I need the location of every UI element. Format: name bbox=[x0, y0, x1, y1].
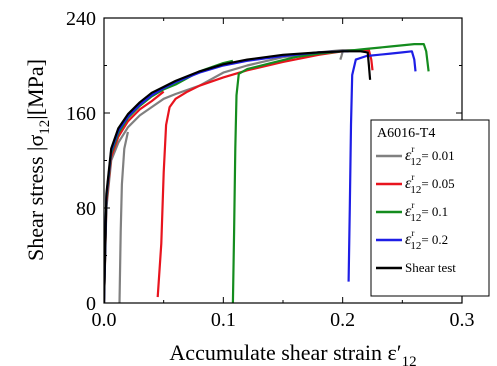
series-3-segment-1 bbox=[347, 50, 417, 282]
series-3-segment-0 bbox=[104, 50, 349, 303]
ticks-layer: 0.0 0.1 0.2 0.3 0 80 160 240 bbox=[66, 8, 475, 331]
legend-item-0: εr 12= 0.01 bbox=[376, 144, 455, 168]
y-axis-label: Shear stress |σ12|[MPa] bbox=[23, 59, 53, 261]
legend-box bbox=[370, 119, 490, 297]
legend-label: εr 12= 0.2 bbox=[405, 228, 448, 252]
series-0 bbox=[104, 49, 355, 303]
legend-label: Shear test bbox=[405, 260, 456, 275]
series-3 bbox=[104, 50, 417, 303]
y-tick-label: 80 bbox=[76, 198, 96, 220]
series-0-segment-2 bbox=[118, 131, 129, 303]
legend-label: εr 12= 0.05 bbox=[405, 172, 455, 196]
series-0-segment-0 bbox=[104, 49, 355, 303]
x-tick-label: 0.0 bbox=[92, 309, 117, 331]
series-0-segment-1 bbox=[339, 51, 344, 60]
x-tick-label: 0.3 bbox=[450, 309, 475, 331]
y-tick-label: 0 bbox=[86, 293, 96, 315]
series-4-segment-0 bbox=[104, 50, 372, 303]
y-tick-label: 240 bbox=[66, 8, 96, 30]
legend-item-4: Shear test bbox=[376, 260, 456, 275]
series-2-segment-1 bbox=[231, 43, 430, 303]
legend-title: A6016-T4 bbox=[377, 126, 435, 141]
series-1-segment-0 bbox=[104, 90, 165, 303]
legend-item-3: εr 12= 0.2 bbox=[376, 228, 448, 252]
series-layer bbox=[104, 43, 430, 303]
legend-item-2: εr 12= 0.1 bbox=[376, 200, 448, 224]
series-1-segment-1 bbox=[156, 49, 374, 298]
legend-label: εr 12= 0.01 bbox=[405, 144, 455, 168]
x-axis-label: Accumulate shear strain ε′12 bbox=[169, 340, 416, 366]
legend-item-1: εr 12= 0.05 bbox=[376, 172, 455, 196]
y-tick-label: 160 bbox=[66, 103, 96, 125]
legend-label: εr 12= 0.1 bbox=[405, 200, 448, 224]
series-4 bbox=[104, 50, 372, 303]
legend: A6016-T4 εr 12= 0.01 εr 12= 0.05 εr 12= 0.1 εr… bbox=[370, 119, 490, 297]
x-tick-label: 0.1 bbox=[211, 309, 236, 331]
x-tick-label: 0.2 bbox=[330, 309, 355, 331]
